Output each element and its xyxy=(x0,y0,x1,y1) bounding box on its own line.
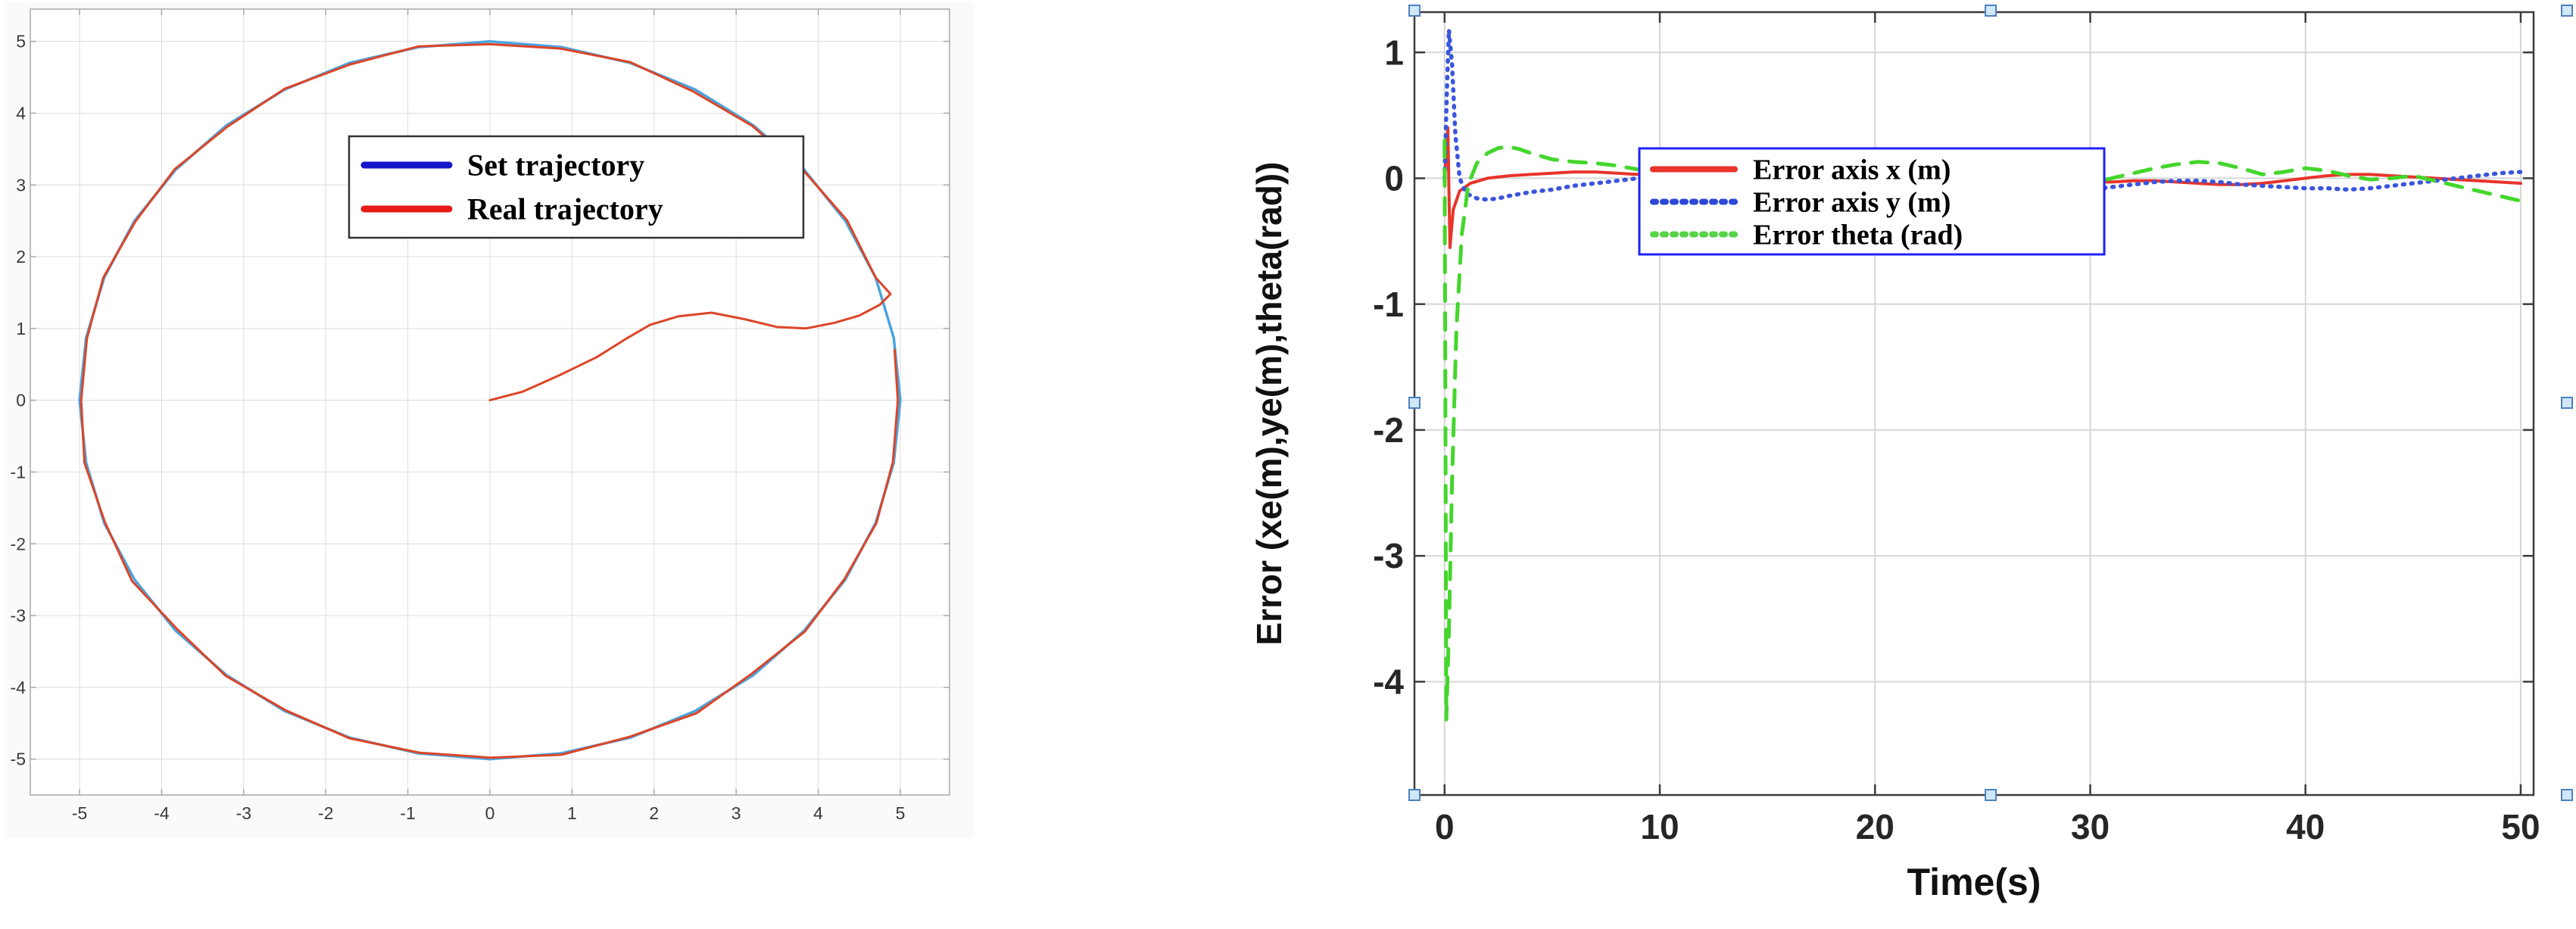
legend-label: Error axis y (m) xyxy=(1753,186,1951,218)
y-tick-label: -1 xyxy=(1373,285,1404,324)
x-tick-label: 4 xyxy=(813,803,823,823)
y-tick-label: -5 xyxy=(11,750,26,769)
error-chart: 0 10 20 30 40 50 -4 -3 -2 -1 0 1 Time(s) Error (xe(m)… xyxy=(1249,11,2540,903)
x-tick-label: 30 xyxy=(2071,807,2110,846)
selection-handle-bottom-left[interactable] xyxy=(1408,789,1421,801)
y-tick-label: 2 xyxy=(16,247,26,267)
x-tick-label: 20 xyxy=(1856,807,1895,846)
legend-label: Error theta (rad) xyxy=(1753,219,1963,251)
series-real-trajectory xyxy=(80,42,900,759)
x-tick-label: 2 xyxy=(649,803,659,823)
x-tick-label: -4 xyxy=(154,803,170,823)
selection-handle-bottom-center[interactable] xyxy=(1985,789,1997,801)
legend-label: Set trajectory xyxy=(467,148,644,182)
x-tick-label: 0 xyxy=(1435,807,1455,846)
x-tick-label: 5 xyxy=(896,803,906,823)
y-tick-label: 5 xyxy=(16,32,26,51)
y-tick-label: -2 xyxy=(11,534,26,553)
y-tick-label: -2 xyxy=(1373,410,1404,450)
x-tick-label: -5 xyxy=(72,803,87,823)
x-tick-label: -3 xyxy=(236,803,251,823)
y-tick-label: 4 xyxy=(16,104,26,123)
legend-box xyxy=(348,135,805,239)
selection-handle-top-center[interactable] xyxy=(1985,5,1997,17)
y-tick-label: -1 xyxy=(11,462,26,482)
selection-handle-bottom-right[interactable] xyxy=(2561,789,2573,801)
y-tick-label: -4 xyxy=(11,678,27,697)
x-tick-label: 0 xyxy=(485,803,495,823)
selection-handle-top-left[interactable] xyxy=(1408,5,1421,17)
y-tick-label: 0 xyxy=(1384,159,1404,198)
x-axis-label: Time(s) xyxy=(1907,861,2041,903)
x-tick-label: 3 xyxy=(731,803,741,823)
legend-label: Error axis x (m) xyxy=(1753,154,1951,185)
error-figure[interactable]: 0 10 20 30 40 50 -4 -3 -2 -1 0 1 Time(s) Error (xe(m)… xyxy=(1234,0,2576,929)
y-tick-label: 1 xyxy=(1384,33,1404,72)
series-set-trajectory xyxy=(78,39,902,761)
selection-handle-middle-right[interactable] xyxy=(2561,397,2573,409)
legend-label: Real trajectory xyxy=(467,192,663,226)
selection-handle-middle-left[interactable] xyxy=(1408,397,1421,409)
selection-handle-top-right[interactable] xyxy=(2561,5,2573,17)
y-tick-label: 0 xyxy=(16,391,26,410)
trajectory-figure[interactable]: -5 -4 -3 -2 -1 0 1 2 3 4 5 -5 -4 -3 -2 -1 0 1 2 3 4 5 Set traj… xyxy=(5,2,974,838)
y-tick-label: -3 xyxy=(11,606,26,625)
x-tick-label: 50 xyxy=(2501,807,2540,846)
y-tick-label: 1 xyxy=(16,319,26,338)
x-tick-label: 40 xyxy=(2286,807,2325,846)
y-tick-label: 3 xyxy=(16,175,26,195)
y-tick-label: -3 xyxy=(1373,536,1404,575)
y-axis-label: Error (xe(m),ye(m),theta(rad)) xyxy=(1249,162,1289,646)
x-tick-label: -1 xyxy=(400,803,415,823)
x-tick-label: 10 xyxy=(1640,807,1679,846)
x-tick-label: -2 xyxy=(318,803,333,823)
trajectory-chart: -5 -4 -3 -2 -1 0 1 2 3 4 5 -5 -4 -3 -2 -1 0 1 2 3 4 5 Set traj… xyxy=(11,8,950,823)
y-tick-label: -4 xyxy=(1373,662,1404,701)
x-tick-label: 1 xyxy=(567,803,577,823)
